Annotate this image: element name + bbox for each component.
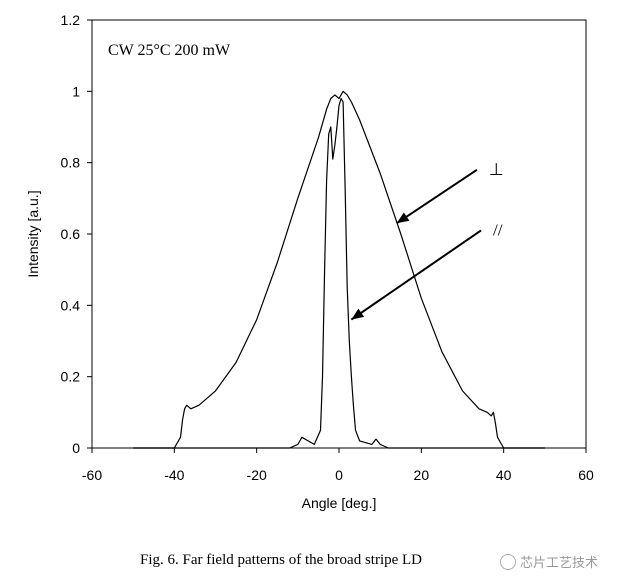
wechat-icon (500, 553, 516, 570)
y-tick-label: 0.4 (61, 297, 81, 313)
x-tick-label: -40 (164, 467, 184, 483)
y-tick-label: 0.2 (61, 369, 81, 385)
series-parallel-line (133, 97, 545, 449)
x-tick-label: 0 (335, 467, 343, 483)
plot-area-frame (91, 19, 587, 449)
series-perpendicular-line (133, 90, 545, 449)
watermark: 芯片工艺技术 (500, 552, 598, 571)
y-tick-label: 0.8 (61, 155, 81, 171)
y-tick-label: 0.6 (61, 226, 81, 242)
arrow-head (396, 212, 410, 224)
x-tick-label: 40 (496, 467, 512, 483)
figure-caption: Fig. 6. Far field patterns of the broad … (140, 552, 423, 568)
x-axis-title: Angle [deg.] (302, 495, 377, 511)
arrow-line (350, 229, 482, 321)
y-tick-label: 1 (72, 83, 80, 99)
x-tick-label: -60 (82, 467, 102, 483)
y-tick-label: 0 (72, 440, 80, 456)
parallel-label: // (493, 220, 503, 239)
y-tick-label: 1.2 (61, 12, 81, 28)
arrow-line (396, 168, 478, 225)
x-tick-label: -20 (247, 467, 267, 483)
x-tick-label: 20 (414, 467, 430, 483)
perpendicular-label: ⊥ (489, 160, 504, 179)
arrow-head (351, 308, 365, 320)
condition-annotation: CW 25°C 200 mW (108, 42, 231, 59)
watermark-text: 芯片工艺技术 (520, 556, 599, 571)
x-tick-label: 60 (578, 467, 594, 483)
y-axis-title: Intensity [a.u.] (25, 190, 41, 277)
